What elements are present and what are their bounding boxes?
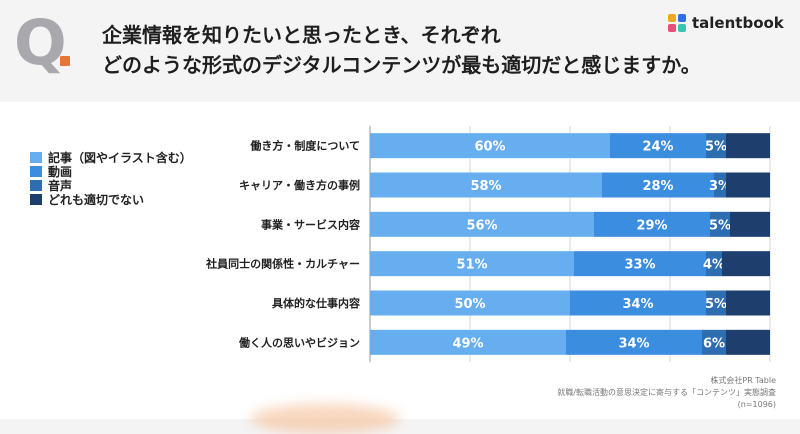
talentbook-logo-icon [668,14,686,32]
data-label: 60% [474,140,505,155]
bar-segment [570,290,706,316]
q-dot-icon [60,56,70,66]
data-label: 58% [470,179,501,194]
data-label: 56% [466,218,497,233]
bar-segment [710,211,730,237]
category-label: 事業・サービス内容 [261,217,360,231]
data-label: 4% [703,258,725,273]
bar-segment [706,251,722,277]
bar-segment [726,290,770,316]
bar-segment [726,133,770,159]
bar-segment [722,251,770,277]
bar-segment [730,211,770,237]
category-label: 働き方・制度について [249,139,360,153]
bar-segment [574,251,706,277]
legend-item: 記事（図やイラスト含む） [30,150,192,165]
legend-label: 音声 [48,178,73,193]
legend-swatch [30,193,42,205]
bar-segment [370,211,594,237]
question-title: 企業情報を知りたいと思ったとき、それぞれ どのような形式のデジタルコンテンツが最… [102,20,701,80]
bar-segment [714,172,726,198]
bar-segment [702,329,726,355]
brand-name: talentbook [692,14,784,32]
data-label: 3% [709,179,731,194]
bar-segment [602,172,714,198]
legend-swatch [30,179,42,191]
legend-label: どれも適切でない [48,192,145,207]
chart-legend: 記事（図やイラスト含む） 動画 音声 どれも適切でない [30,150,192,207]
source-line-2: 就職/転職活動の意思決定に寄与する「コンテンツ」実態調査 [557,388,776,397]
data-label: 49% [452,336,483,351]
data-label: 28% [642,179,673,194]
data-label: 5% [705,140,727,155]
legend-label: 記事（図やイラスト含む） [48,150,192,165]
legend-swatch [30,165,42,177]
title-line-1: 企業情報を知りたいと思ったとき、それぞれ [102,23,501,47]
bar-segment [726,172,770,198]
bar-segment [370,251,574,277]
legend-swatch [30,151,42,163]
bar-segment [726,329,770,355]
data-label: 34% [618,336,649,351]
category-label: 社員同士の関係性・カルチャー [205,257,360,271]
bar-segment [370,172,602,198]
title-line-2: どのような形式のデジタルコンテンツが最も適切だと感じますか。 [102,53,701,77]
data-label: 5% [705,297,727,312]
legend-item: どれも適切でない [30,192,192,207]
bar-segment [566,329,702,355]
legend-item: 動画 [30,164,192,179]
bar-segment [706,290,726,316]
data-label: 51% [456,258,487,273]
q-mark: Q [14,6,67,79]
bar-segment [370,290,570,316]
bar-segment [370,133,610,159]
data-label: 50% [454,297,485,312]
data-label: 6% [703,336,725,351]
data-label: 33% [624,258,655,273]
source-line-3: (n=1096) [737,400,776,409]
brand-logo: talentbook [668,14,784,32]
data-label: 5% [709,218,731,233]
bar-segment [594,211,710,237]
category-label: 具体的な仕事内容 [272,296,360,310]
bar-segment [706,133,726,159]
decorative-blob [250,404,400,434]
bar-segment [370,329,566,355]
data-label: 29% [636,218,667,233]
legend-label: 動画 [48,164,73,179]
stacked-bar-chart: 働き方・制度について 60% 24% 5% キャリア・働き方の事例 58% 28% 3% 事業・… [205,126,771,362]
source-note: 株式会社PR Table 就職/転職活動の意思決定に寄与する「コンテンツ」実態調… [557,375,776,411]
data-label: 34% [622,297,653,312]
source-line-1: 株式会社PR Table [710,376,776,385]
category-label: 働く人の思いやビジョン [238,335,360,349]
bar-segment [610,133,706,159]
category-label: キャリア・働き方の事例 [239,178,360,192]
data-label: 24% [642,140,673,155]
legend-item: 音声 [30,178,192,193]
